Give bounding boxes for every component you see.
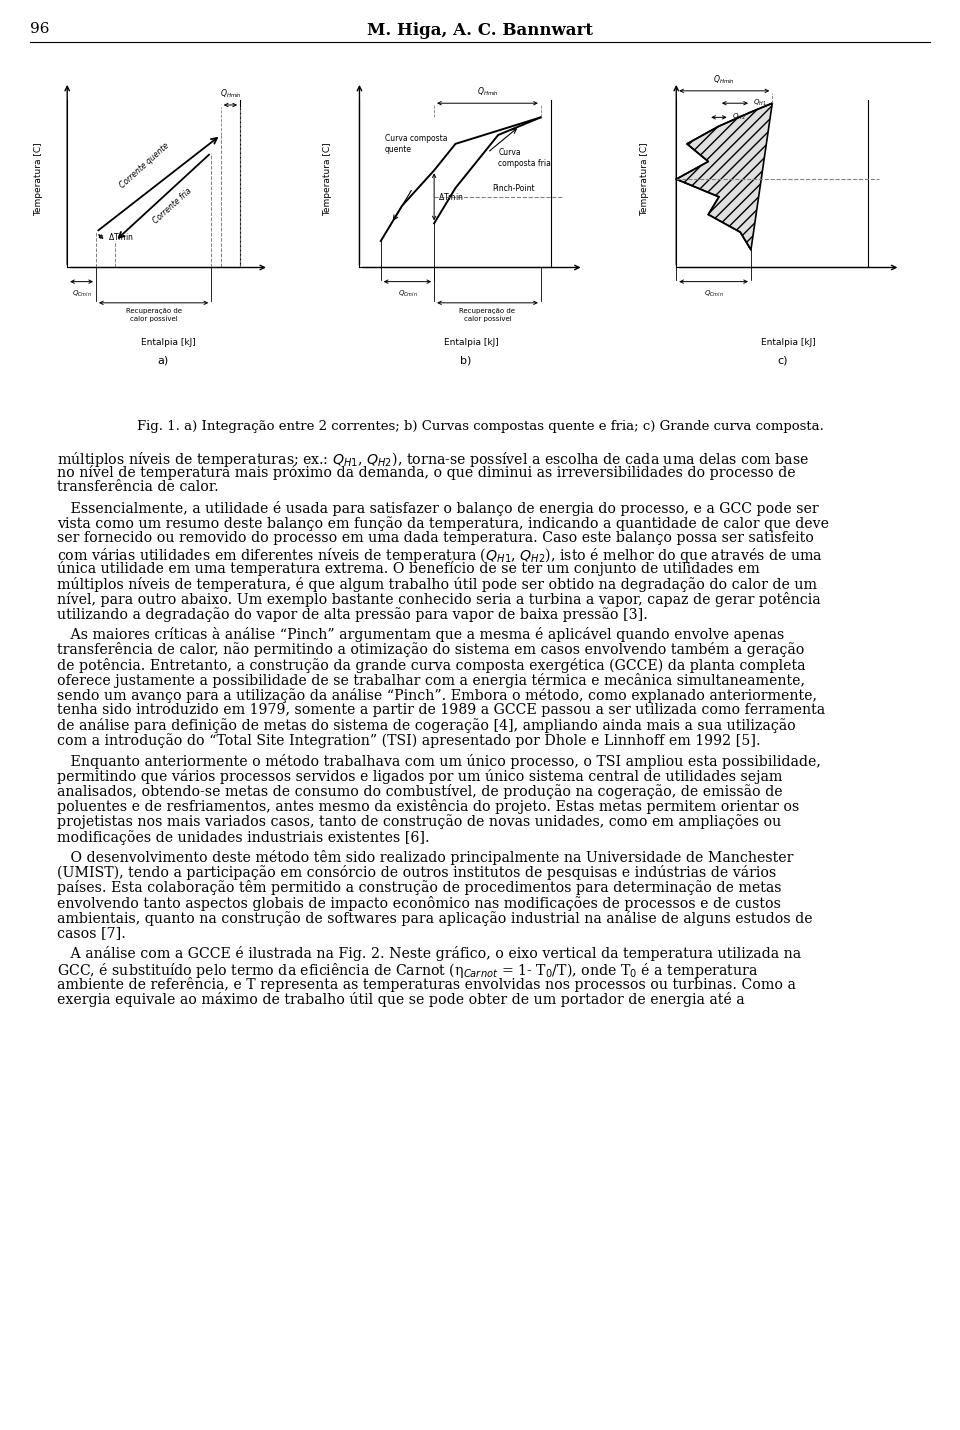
Text: países. Esta colaboração têm permitido a construção de procedimentos para determ: países. Esta colaboração têm permitido a… (57, 881, 781, 895)
Text: com a introdução do “Total Site Integration” (TSI) apresentado por Dhole e Linnh: com a introdução do “Total Site Integrat… (57, 734, 760, 748)
Text: de potência. Entretanto, a construção da grande curva composta exergética (GCCE): de potência. Entretanto, a construção da… (57, 658, 805, 672)
Text: ser fornecido ou removido do processo em uma dada temperatura. Caso este balanço: ser fornecido ou removido do processo em… (57, 531, 814, 545)
Text: 96: 96 (30, 21, 50, 36)
Text: ambientais, quanto na construção de softwares para aplicação industrial na análi: ambientais, quanto na construção de soft… (57, 911, 812, 925)
Text: múltiplos níveis de temperatura, é que algum trabalho útil pode ser obtido na de: múltiplos níveis de temperatura, é que a… (57, 576, 817, 592)
Text: envolvendo tanto aspectos globais de impacto econômico nas modificações de proce: envolvendo tanto aspectos globais de imp… (57, 895, 780, 911)
Text: utilizando a degradação do vapor de alta pressão para vapor de baixa pressão [3]: utilizando a degradação do vapor de alta… (57, 606, 648, 622)
Text: Pinch-Point: Pinch-Point (492, 184, 535, 193)
Text: $Q_{H1}$: $Q_{H1}$ (753, 99, 767, 109)
Text: Entalpia [kJ]: Entalpia [kJ] (761, 337, 816, 347)
Polygon shape (676, 103, 772, 250)
Text: $Q_{Cmin}$: $Q_{Cmin}$ (72, 289, 91, 299)
Text: Enquanto anteriormente o método trabalhava com um único processo, o TSI ampliou : Enquanto anteriormente o método trabalha… (57, 754, 821, 769)
Text: transferência de calor, não permitindo a otimização do sistema em casos envolven: transferência de calor, não permitindo a… (57, 642, 804, 658)
Text: ambiente de referência, e T representa as temperaturas envolvidas nos processos : ambiente de referência, e T representa a… (57, 977, 796, 991)
Text: com várias utilidades em diferentes níveis de temperatura ($Q_{H1}$, $Q_{H2}$), : com várias utilidades em diferentes níve… (57, 546, 823, 565)
Text: $Q_{Hmin}$: $Q_{Hmin}$ (220, 87, 241, 100)
Text: $Q_{Cmin}$: $Q_{Cmin}$ (704, 289, 724, 299)
Text: de análise para definição de metas do sistema de cogeração [4], ampliando ainda : de análise para definição de metas do si… (57, 718, 796, 734)
Text: As maiores críticas à análise “Pinch” argumentam que a mesma é aplicável quando : As maiores críticas à análise “Pinch” ar… (57, 628, 784, 642)
Text: Fig. 1. a) Integração entre 2 correntes; b) Curvas compostas quente e fria; c) G: Fig. 1. a) Integração entre 2 correntes;… (136, 420, 824, 433)
Text: Corrente fria: Corrente fria (152, 186, 194, 226)
Text: nível, para outro abaixo. Um exemplo bastante conhecido seria a turbina a vapor,: nível, para outro abaixo. Um exemplo bas… (57, 592, 821, 606)
Text: $Q_{Cmin}$: $Q_{Cmin}$ (397, 289, 418, 299)
Text: $Q_{Hmin}$: $Q_{Hmin}$ (713, 73, 735, 86)
Text: exergia equivale ao máximo de trabalho útil que se pode obter de um portador de : exergia equivale ao máximo de trabalho ú… (57, 992, 745, 1007)
Text: no nível de temperatura mais próximo da demanda, o que diminui as irreversibilid: no nível de temperatura mais próximo da … (57, 465, 796, 480)
Text: O desenvolvimento deste método têm sido realizado principalmente na Universidade: O desenvolvimento deste método têm sido … (57, 849, 793, 865)
Text: Temperatura [C]: Temperatura [C] (323, 143, 332, 216)
Text: projetistas nos mais variados casos, tanto de construção de novas unidades, como: projetistas nos mais variados casos, tan… (57, 815, 781, 829)
Text: A análise com a GCCE é ilustrada na Fig. 2. Neste gráfico, o eixo vertical da te: A análise com a GCCE é ilustrada na Fig.… (57, 947, 802, 961)
Text: Curva
composta fria: Curva composta fria (498, 149, 551, 167)
Text: única utilidade em uma temperatura extrema. O benefício de se ter um conjunto de: única utilidade em uma temperatura extre… (57, 562, 759, 576)
Text: modificações de unidades industriais existentes [6].: modificações de unidades industriais exi… (57, 829, 430, 845)
Text: Corrente quente: Corrente quente (117, 140, 171, 190)
Text: Essencialmente, a utilidade é usada para satisfazer o balanço de energia do proc: Essencialmente, a utilidade é usada para… (57, 500, 819, 516)
Text: Curva composta
quente: Curva composta quente (385, 134, 447, 153)
Text: GCC, é substituído pelo termo da eficiência de Carnot (η$_{Carnot}$ = 1- T$_0$/T: GCC, é substituído pelo termo da eficiên… (57, 961, 758, 981)
Text: casos [7].: casos [7]. (57, 927, 126, 940)
Text: c): c) (778, 356, 788, 366)
Text: analisados, obtendo-se metas de consumo do combustível, de produção na cogeração: analisados, obtendo-se metas de consumo … (57, 784, 782, 799)
Text: Entalpia [kJ]: Entalpia [kJ] (444, 337, 499, 347)
Text: vista como um resumo deste balanço em função da temperatura, indicando a quantid: vista como um resumo deste balanço em fu… (57, 516, 829, 531)
Text: poluentes e de resfriamentos, antes mesmo da existência do projeto. Estas metas : poluentes e de resfriamentos, antes mesm… (57, 799, 800, 815)
Text: múltiplos níveis de temperaturas; ex.: $Q_{H1}$, $Q_{H2}$), torna-se possível a : múltiplos níveis de temperaturas; ex.: $… (57, 450, 809, 469)
Text: Temperatura [C]: Temperatura [C] (34, 143, 43, 216)
Text: Recuperação de
calor possível: Recuperação de calor possível (460, 307, 516, 322)
Text: $Q_{H2}$: $Q_{H2}$ (732, 112, 746, 123)
Text: $Q_{Hmin}$: $Q_{Hmin}$ (476, 86, 498, 97)
Text: $\Delta$Tmin: $\Delta$Tmin (108, 232, 133, 242)
Text: permitindo que vários processos servidos e ligados por um único sistema central : permitindo que vários processos servidos… (57, 769, 782, 784)
Text: tenha sido introduzido em 1979, somente a partir de 1989 a GCCE passou a ser uti: tenha sido introduzido em 1979, somente … (57, 704, 826, 718)
Text: Entalpia [kJ]: Entalpia [kJ] (140, 337, 196, 347)
Text: transferência de calor.: transferência de calor. (57, 480, 219, 495)
Text: sendo um avanço para a utilização da análise “Pinch”. Embora o método, como expl: sendo um avanço para a utilização da aná… (57, 688, 817, 704)
Text: Recuperação de
calor possível: Recuperação de calor possível (126, 307, 181, 322)
Text: M. Higa, A. C. Bannwart: M. Higa, A. C. Bannwart (367, 21, 593, 39)
Text: $\Delta$Tmin: $\Delta$Tmin (439, 192, 464, 202)
Text: b): b) (461, 356, 471, 366)
Text: a): a) (157, 356, 169, 366)
Text: Temperatura [C]: Temperatura [C] (639, 143, 649, 216)
Text: oferece justamente a possibilidade de se trabalhar com a energia térmica e mecân: oferece justamente a possibilidade de se… (57, 672, 805, 688)
Text: (UMIST), tendo a participação em consórcio de outros institutos de pesquisas e i: (UMIST), tendo a participação em consórc… (57, 865, 777, 881)
